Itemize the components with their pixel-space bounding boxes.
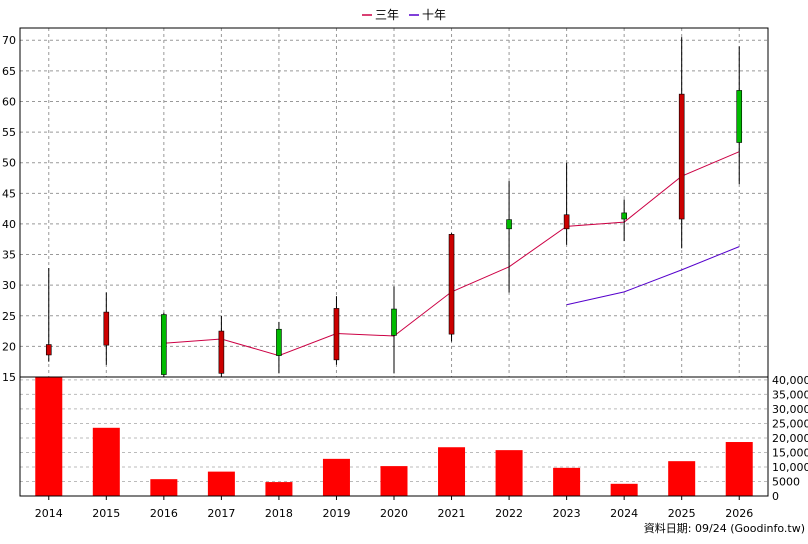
year-label: 2019 — [322, 507, 350, 520]
candle-body — [506, 219, 512, 230]
price-tick-label: 70 — [2, 34, 16, 47]
candle-body — [391, 308, 397, 336]
volume-tick-label: 35,000 — [772, 388, 808, 401]
price-tick-label: 60 — [2, 95, 16, 108]
price-tick-label: 35 — [2, 249, 16, 262]
year-label: 2022 — [495, 507, 523, 520]
volume-tick-label: 15,000 — [772, 446, 808, 459]
volume-bar — [610, 483, 638, 496]
candle-body — [218, 330, 225, 374]
volume-bar — [438, 447, 466, 496]
year-label: 2023 — [553, 507, 581, 520]
year-label: 2024 — [610, 507, 638, 520]
price-tick-label: 55 — [2, 126, 16, 139]
year-label: 2018 — [265, 507, 293, 520]
average-line — [566, 246, 740, 306]
candle-body — [678, 93, 685, 220]
candle-body — [276, 328, 282, 356]
legend-label: 十年 — [422, 8, 446, 22]
volume-bar — [92, 427, 120, 496]
candle-body — [563, 214, 570, 230]
volume-bar — [380, 466, 408, 496]
price-tick-label: 25 — [2, 310, 16, 323]
volume-tick-label: 5000 — [772, 475, 800, 488]
year-label: 2026 — [725, 507, 753, 520]
legend: 三年 十年 — [362, 8, 446, 22]
price-tick-label: 50 — [2, 157, 16, 170]
price-tick-label: 45 — [2, 187, 16, 200]
volume-bar — [207, 471, 235, 496]
volume-bar — [668, 461, 696, 496]
year-label: 2014 — [35, 507, 63, 520]
year-label: 2015 — [92, 507, 120, 520]
price-tick-label: 40 — [2, 218, 16, 231]
year-label: 2017 — [207, 507, 235, 520]
volume-bars — [35, 377, 753, 496]
volume-tick-label: 20,000 — [772, 432, 808, 445]
year-label: 2025 — [668, 507, 696, 520]
candles — [45, 37, 743, 377]
volume-bar — [265, 482, 293, 496]
year-label: 2020 — [380, 507, 408, 520]
candle-body — [161, 314, 167, 375]
year-axis: 2014 2015 2016 2017 2018 2019 2020 2021 2022 2023… — [35, 496, 753, 520]
price-tick-label: 15 — [2, 371, 16, 384]
legend-label: 三年 — [375, 8, 399, 22]
volume-tick-label: 0 — [772, 490, 779, 503]
source-note: 資料日期: 09/24 (Goodinfo.tw) — [644, 521, 805, 535]
volume-bar — [725, 442, 753, 496]
volume-bar — [35, 377, 63, 496]
volume-bar — [495, 450, 523, 496]
price-tick-label: 30 — [2, 279, 16, 292]
candle-body — [621, 212, 627, 220]
candle-body — [45, 344, 52, 356]
volume-bar — [150, 479, 178, 496]
candle-body — [736, 90, 743, 143]
volume-tick-label: 10,000 — [772, 461, 808, 474]
year-label: 2016 — [150, 507, 178, 520]
volume-tick-label: 25,000 — [772, 417, 808, 430]
volume-tick-label: 30,000 — [772, 403, 808, 416]
price-tick-label: 65 — [2, 65, 16, 78]
year-label: 2021 — [438, 507, 466, 520]
volume-bar — [553, 467, 581, 496]
volume-tick-label: 40,000 — [772, 374, 808, 387]
candle-body — [103, 311, 110, 346]
price-axis: 15 20 25 30 35 40 45 50 55 60 65 70 — [2, 34, 16, 384]
candle-body — [448, 234, 455, 335]
price-tick-label: 20 — [2, 340, 16, 353]
volume-bar — [322, 458, 350, 496]
candle-body — [333, 308, 340, 361]
